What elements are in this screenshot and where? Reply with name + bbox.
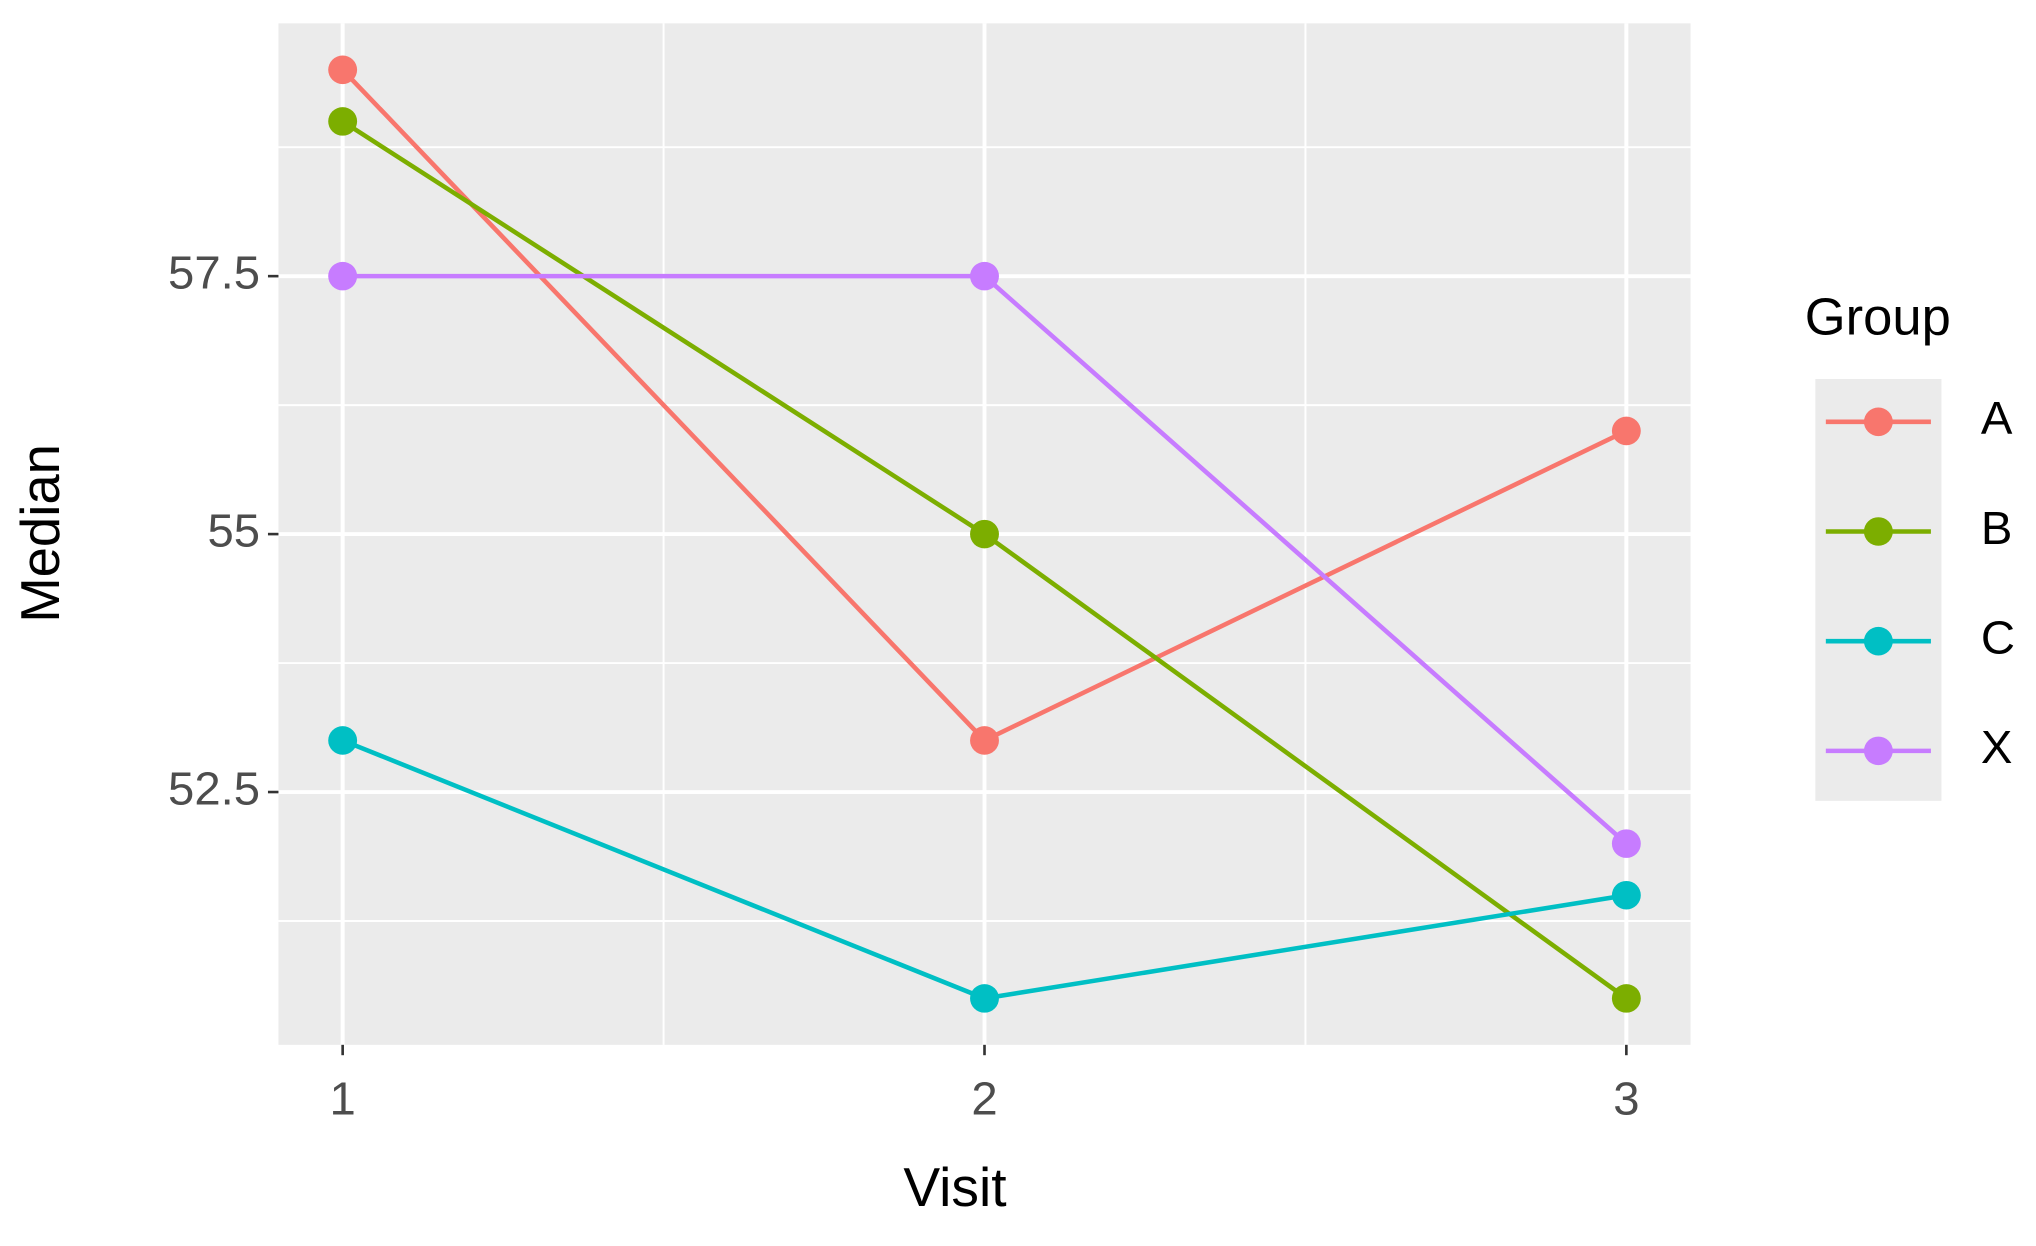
legend-key-point [1863,736,1893,766]
x-axis-title: Visit [903,1156,1006,1218]
legend-key-point [1863,626,1893,656]
data-point [328,261,358,291]
y-tick-label: 55 [207,504,260,557]
legend-key-point [1863,517,1893,546]
data-point [328,726,358,755]
legend-key-point [1863,407,1893,437]
data-point [970,519,999,549]
legend-label: B [1981,501,2013,554]
data-point [970,984,999,1013]
data-point [970,726,999,755]
x-tick-label: 1 [330,1072,356,1125]
legend-label: C [1981,611,2015,664]
x-tick-label: 3 [1613,1072,1639,1125]
legend-key-background [1815,378,1942,801]
data-point [1611,880,1641,910]
data-point [328,107,358,136]
legend-label: A [1981,391,2013,444]
data-point [328,55,358,85]
y-tick-label: 57.5 [168,246,260,299]
data-point [970,261,999,291]
data-point [1611,829,1641,858]
data-point [1611,984,1641,1013]
y-tick-label: 52.5 [168,762,260,815]
legend-title: Group [1805,289,1951,347]
legend-label: X [1981,720,2013,773]
y-axis-title: Median [9,444,71,623]
x-tick-label: 2 [971,1072,997,1125]
data-point [1611,416,1641,446]
